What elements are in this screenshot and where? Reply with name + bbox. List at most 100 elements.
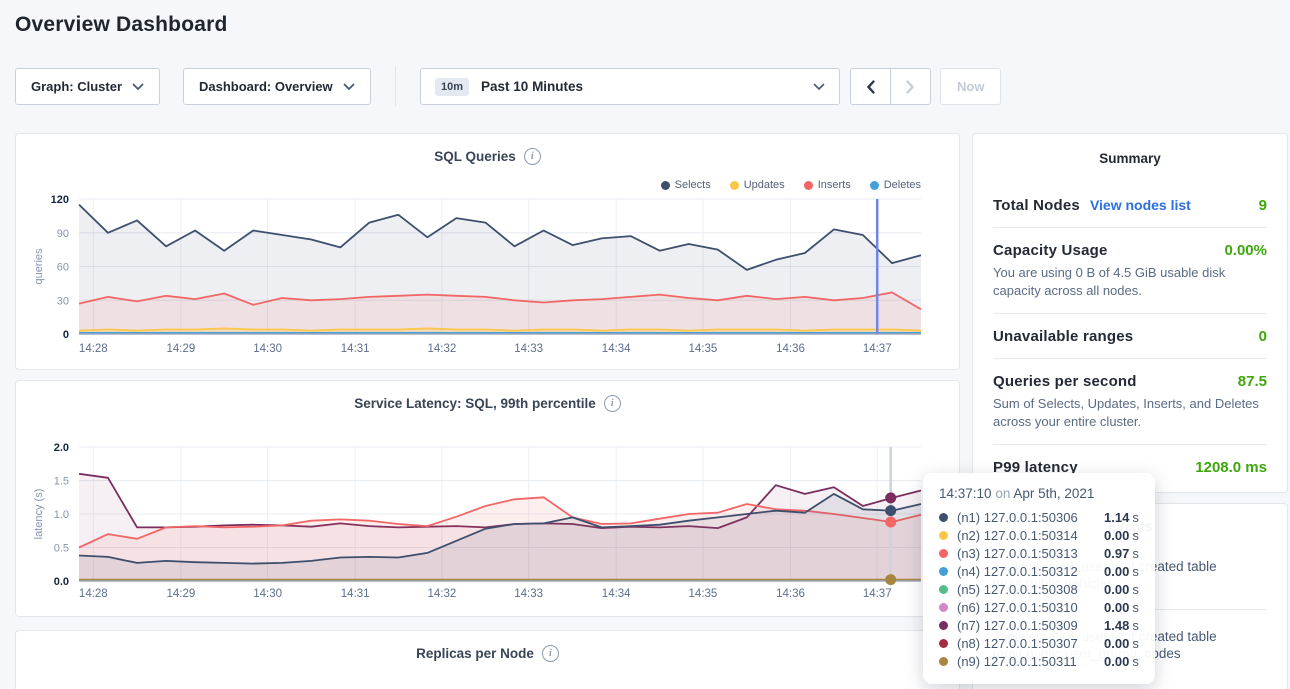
chevron-down-icon xyxy=(813,83,825,91)
chevron-down-icon xyxy=(343,83,355,91)
view-nodes-list-link[interactable]: View nodes list xyxy=(1089,197,1191,213)
legend-dot-icon xyxy=(869,180,879,190)
summary-row-unavailable: Unavailable ranges 0 xyxy=(993,328,1267,345)
divider xyxy=(993,313,1267,314)
legend-item-selects: Selects xyxy=(660,179,711,191)
svg-text:0: 0 xyxy=(63,329,69,341)
total-nodes-label: Total Nodes xyxy=(993,197,1080,214)
info-icon[interactable]: i xyxy=(523,148,541,165)
svg-text:14:36: 14:36 xyxy=(776,588,805,600)
dashboard-dropdown-label: Dashboard: Overview xyxy=(199,79,333,94)
now-button[interactable]: Now xyxy=(940,68,1002,105)
svg-text:1.5: 1.5 xyxy=(54,476,69,488)
svg-text:0.0: 0.0 xyxy=(54,576,69,588)
svg-text:14:37: 14:37 xyxy=(863,588,892,600)
tooltip-node-row: (n1) 127.0.0.1:50306 1.14 s xyxy=(939,508,1139,526)
info-icon[interactable]: i xyxy=(603,395,621,412)
node-color-dot-icon xyxy=(939,584,948,594)
summary-title: Summary xyxy=(1099,151,1161,166)
node-color-dot-icon xyxy=(939,620,948,630)
legend-item-updates: Updates xyxy=(729,179,785,191)
node-color-dot-icon xyxy=(939,656,948,666)
chart-title: SQL Queries xyxy=(434,149,516,164)
summary-row-p99: P99 latency 1208.0 ms xyxy=(993,459,1267,476)
sql-queries-chart[interactable]: 14:28 14:29 14:30 14:31 14:32 14:33 14:34 14:35… xyxy=(16,192,961,364)
chevron-down-icon xyxy=(132,83,144,91)
svg-text:latency (s): latency (s) xyxy=(33,489,45,540)
summary-row-total-nodes: Total Nodes View nodes list 9 xyxy=(993,197,1267,214)
now-button-label: Now xyxy=(957,79,985,94)
svg-text:14:33: 14:33 xyxy=(514,588,543,600)
qps-label: Queries per second xyxy=(993,373,1137,390)
graph-dropdown[interactable]: Graph: Cluster xyxy=(15,68,161,105)
svg-text:90: 90 xyxy=(57,228,69,240)
next-range-button[interactable] xyxy=(890,68,931,105)
svg-text:30: 30 xyxy=(57,295,69,307)
tooltip-node-row: (n6) 127.0.0.1:50310 0.00 s xyxy=(939,598,1139,616)
page-title: Overview Dashboard xyxy=(15,13,228,36)
divider xyxy=(395,66,396,107)
service-latency-panel: Service Latency: SQL, 99th percentile i … xyxy=(15,380,960,617)
divider xyxy=(993,358,1267,359)
replicas-per-node-panel: Replicas per Node i xyxy=(15,630,960,689)
summary-panel: Summary Total Nodes View nodes list 9 Ca… xyxy=(972,133,1288,493)
node-color-dot-icon xyxy=(939,530,948,540)
p99-latency-label: P99 latency xyxy=(993,459,1078,476)
svg-text:14:33: 14:33 xyxy=(514,343,543,355)
divider xyxy=(993,227,1267,228)
svg-text:14:31: 14:31 xyxy=(341,343,370,355)
svg-text:14:30: 14:30 xyxy=(253,588,282,600)
svg-text:14:34: 14:34 xyxy=(602,588,631,600)
svg-text:14:37: 14:37 xyxy=(863,343,892,355)
info-icon[interactable]: i xyxy=(541,645,559,662)
svg-text:14:29: 14:29 xyxy=(166,588,195,600)
svg-text:120: 120 xyxy=(51,194,69,206)
tooltip-node-row: (n5) 127.0.0.1:50308 0.00 s xyxy=(939,580,1139,598)
summary-row-qps: Queries per second 87.5 xyxy=(993,373,1267,390)
graph-dropdown-label: Graph: Cluster xyxy=(31,79,123,94)
svg-text:1.0: 1.0 xyxy=(54,509,69,521)
chart-title: Replicas per Node xyxy=(416,646,534,661)
legend-item-deletes: Deletes xyxy=(869,179,921,191)
node-color-dot-icon xyxy=(939,566,948,576)
tooltip-timestamp: 14:37:10 on Apr 5th, 2021 xyxy=(939,486,1095,501)
divider xyxy=(993,444,1267,445)
svg-text:60: 60 xyxy=(57,262,69,274)
svg-text:2.0: 2.0 xyxy=(54,442,69,454)
qps-desc: Sum of Selects, Updates, Inserts, and De… xyxy=(993,396,1259,429)
svg-text:14:31: 14:31 xyxy=(341,588,370,600)
svg-text:14:36: 14:36 xyxy=(776,343,805,355)
node-color-dot-icon xyxy=(939,602,948,612)
chart-legend: Selects Updates Inserts Deletes xyxy=(660,179,921,191)
chart-title: Service Latency: SQL, 99th percentile xyxy=(354,396,596,411)
unavailable-ranges-value: 0 xyxy=(1258,328,1267,345)
tooltip-node-row: (n7) 127.0.0.1:50309 1.48 s xyxy=(939,616,1139,634)
chevron-left-icon xyxy=(865,79,876,95)
svg-text:14:28: 14:28 xyxy=(79,343,108,355)
time-range-badge: 10m xyxy=(435,77,470,96)
svg-text:14:29: 14:29 xyxy=(166,343,195,355)
legend-item-inserts: Inserts xyxy=(803,179,851,191)
svg-text:14:28: 14:28 xyxy=(79,588,108,600)
svg-text:14:32: 14:32 xyxy=(428,343,457,355)
svg-text:14:30: 14:30 xyxy=(253,343,282,355)
capacity-usage-label: Capacity Usage xyxy=(993,242,1108,259)
svg-text:14:35: 14:35 xyxy=(689,343,718,355)
tooltip-node-row: (n9) 127.0.0.1:50311 0.00 s xyxy=(939,652,1139,670)
time-range-label: Past 10 Minutes xyxy=(481,79,584,94)
total-nodes-value: 9 xyxy=(1258,197,1267,214)
summary-row-capacity: Capacity Usage 0.00% xyxy=(993,242,1267,259)
p99-latency-value: 1208.0 ms xyxy=(1195,459,1267,476)
svg-text:14:34: 14:34 xyxy=(602,343,631,355)
dashboard-dropdown[interactable]: Dashboard: Overview xyxy=(183,68,371,105)
time-range-selector[interactable]: 10m Past 10 Minutes xyxy=(420,68,840,105)
unavailable-ranges-label: Unavailable ranges xyxy=(993,328,1134,345)
node-color-dot-icon xyxy=(939,638,948,648)
svg-text:queries: queries xyxy=(33,248,45,285)
svg-text:14:32: 14:32 xyxy=(428,588,457,600)
service-latency-chart[interactable]: 14:28 14:29 14:30 14:31 14:32 14:33 14:34 14:35… xyxy=(16,439,961,611)
tooltip-node-row: (n3) 127.0.0.1:50313 0.97 s xyxy=(939,544,1139,562)
legend-dot-icon xyxy=(729,180,739,190)
capacity-usage-desc: You are using 0 B of 4.5 GiB usable disk… xyxy=(993,265,1226,298)
prev-range-button[interactable] xyxy=(850,68,891,105)
